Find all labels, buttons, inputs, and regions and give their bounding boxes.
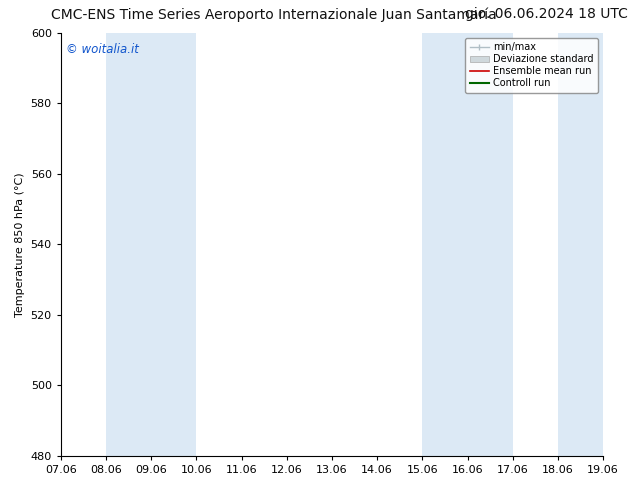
Bar <box>106 33 152 456</box>
Y-axis label: Temperature 850 hPa (°C): Temperature 850 hPa (°C) <box>15 172 25 317</box>
Bar <box>558 33 603 456</box>
Legend: min/max, Deviazione standard, Ensemble mean run, Controll run: min/max, Deviazione standard, Ensemble m… <box>465 38 598 93</box>
Text: CMC-ENS Time Series Aeroporto Internazionale Juan Santamaría: CMC-ENS Time Series Aeroporto Internazio… <box>51 7 496 22</box>
Text: gio. 06.06.2024 18 UTC: gio. 06.06.2024 18 UTC <box>465 7 628 22</box>
Text: © woitalia.it: © woitalia.it <box>67 43 139 56</box>
Bar <box>152 33 197 456</box>
Bar <box>422 33 513 456</box>
